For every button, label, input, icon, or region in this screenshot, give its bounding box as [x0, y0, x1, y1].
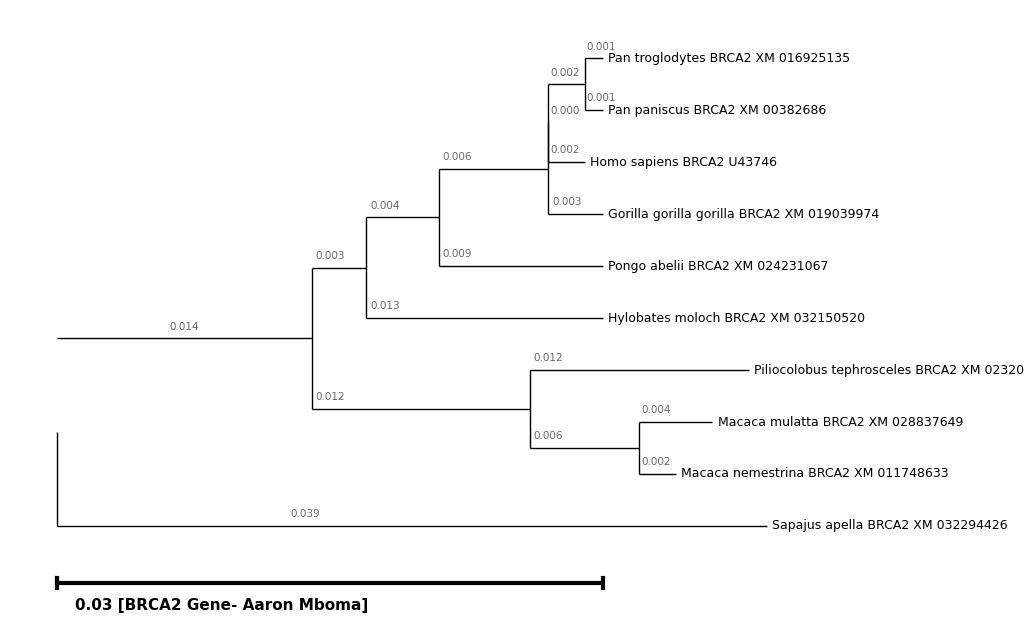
Text: 0.006: 0.006	[534, 431, 563, 441]
Text: Pan troglodytes BRCA2 XM 016925135: Pan troglodytes BRCA2 XM 016925135	[608, 52, 851, 65]
Text: Homo sapiens BRCA2 U43746: Homo sapiens BRCA2 U43746	[590, 156, 777, 168]
Text: 0.003: 0.003	[315, 251, 345, 261]
Text: 0.009: 0.009	[442, 249, 472, 259]
Text: Macaca nemestrina BRCA2 XM 011748633: Macaca nemestrina BRCA2 XM 011748633	[681, 468, 949, 480]
Text: 0.004: 0.004	[641, 405, 671, 415]
Text: 0.001: 0.001	[587, 93, 616, 103]
Text: 0.012: 0.012	[315, 392, 345, 403]
Text: 0.003: 0.003	[552, 198, 582, 208]
Text: 0.000: 0.000	[550, 107, 580, 117]
Text: 0.002: 0.002	[550, 68, 580, 78]
Text: 0.001: 0.001	[587, 42, 616, 52]
Text: 0.039: 0.039	[291, 509, 321, 519]
Text: 0.012: 0.012	[534, 353, 563, 363]
Text: Pongo abelii BRCA2 XM 024231067: Pongo abelii BRCA2 XM 024231067	[608, 259, 829, 273]
Text: 0.002: 0.002	[641, 457, 671, 467]
Text: 0.013: 0.013	[370, 302, 399, 311]
Text: Macaca mulatta BRCA2 XM 028837649: Macaca mulatta BRCA2 XM 028837649	[718, 416, 964, 428]
Text: 0.03 [BRCA2 Gene- Aaron Mboma]: 0.03 [BRCA2 Gene- Aaron Mboma]	[75, 598, 369, 613]
Text: 0.006: 0.006	[442, 152, 472, 162]
Text: Piliocolobus tephrosceles BRCA2 XM 023208782: Piliocolobus tephrosceles BRCA2 XM 02320…	[754, 363, 1024, 377]
Text: Sapajus apella BRCA2 XM 032294426: Sapajus apella BRCA2 XM 032294426	[772, 519, 1008, 533]
Text: 0.002: 0.002	[550, 146, 580, 155]
Text: Hylobates moloch BRCA2 XM 032150520: Hylobates moloch BRCA2 XM 032150520	[608, 312, 865, 324]
Text: 0.014: 0.014	[170, 322, 199, 332]
Text: Pan paniscus BRCA2 XM 00382686: Pan paniscus BRCA2 XM 00382686	[608, 103, 826, 117]
Text: Gorilla gorilla gorilla BRCA2 XM 019039974: Gorilla gorilla gorilla BRCA2 XM 0190399…	[608, 208, 880, 221]
Text: 0.004: 0.004	[370, 201, 399, 211]
